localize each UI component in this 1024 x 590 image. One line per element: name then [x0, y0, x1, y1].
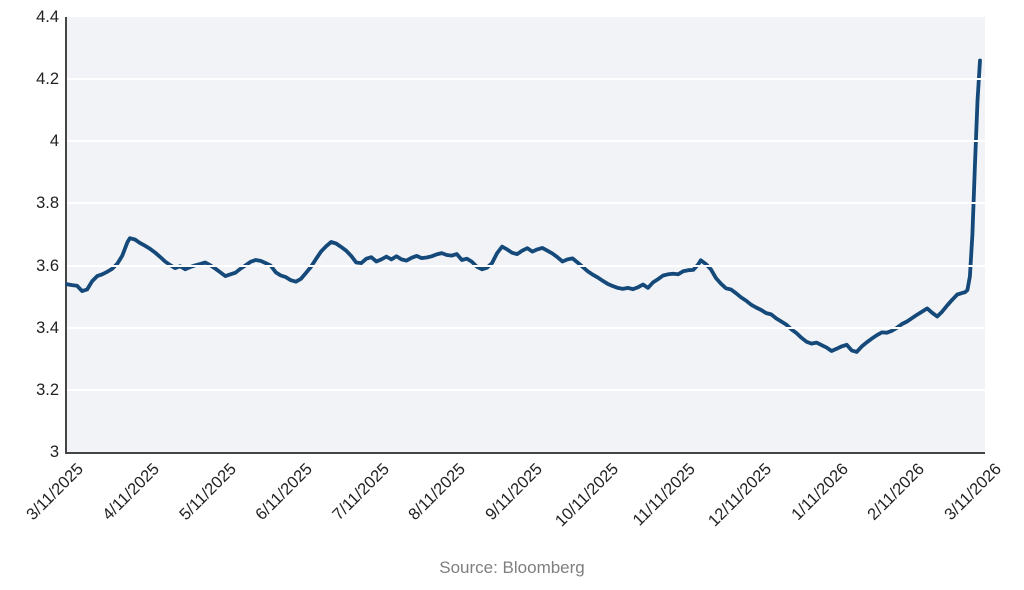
x-tick-label: 4/11/2025 [99, 460, 164, 524]
data-line [65, 58, 982, 354]
x-tick-label: 2/11/2026 [864, 460, 929, 524]
y-tick-label: 3.6 [36, 256, 59, 275]
x-tick-label: 1/11/2026 [787, 460, 852, 524]
gridline [67, 264, 985, 267]
y-tick-label: 3.8 [36, 194, 59, 213]
y-tick-label: 4.2 [36, 70, 59, 89]
x-tick-label: 5/11/2025 [175, 460, 240, 524]
source-caption: Source: Bloomberg [439, 558, 585, 577]
y-tick-label: 4 [49, 132, 59, 151]
y-tick-label: 3.4 [36, 318, 59, 337]
x-tick-label: 12/11/2025 [704, 460, 776, 531]
gridline [67, 140, 985, 143]
x-tick-label: 3/11/2026 [940, 460, 1005, 524]
plot-area [65, 17, 985, 454]
x-tick-label: 10/11/2025 [551, 460, 623, 531]
x-tick-label: 7/11/2025 [328, 460, 393, 524]
line-plot-svg [65, 58, 982, 354]
x-tick-label: 6/11/2025 [252, 460, 317, 524]
gridline [67, 326, 985, 329]
y-axis-labels: 3 3.2 3.4 3.6 3.8 4 4.2 4.4 [0, 0, 59, 470]
x-tick-label: 9/11/2025 [481, 460, 546, 524]
gridline [67, 78, 985, 81]
y-tick-label: 3 [49, 443, 59, 461]
y-tick-label: 3.2 [36, 380, 59, 399]
x-tick-label: 8/11/2025 [405, 460, 470, 524]
x-tick-label: 11/11/2025 [629, 460, 699, 530]
gridline [67, 202, 985, 205]
gridline [67, 388, 985, 391]
y-tick-label: 4.4 [36, 8, 59, 26]
